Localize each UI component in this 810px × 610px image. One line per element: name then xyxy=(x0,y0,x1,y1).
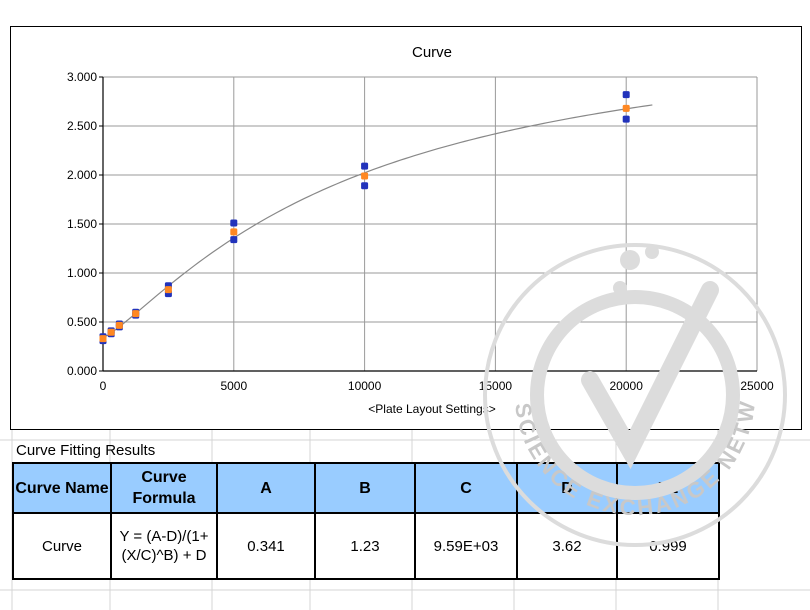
tick-labels: 0 5000 10000 15000 20000 25000 0.000 0.500 1.000… xyxy=(67,70,774,393)
chart-frame: Curve 0 5000 10000 15000 20000 25000 0.000 0.50… xyxy=(10,26,802,430)
cell-c: 9.59E+03 xyxy=(414,512,518,580)
x-tick-label: 20000 xyxy=(610,379,644,393)
y-tick-label: 1.000 xyxy=(67,266,97,280)
header-b: B xyxy=(314,462,416,514)
mean-point xyxy=(622,104,630,112)
curve-chart: Curve 0 5000 10000 15000 20000 25000 0.000 0.50… xyxy=(67,44,774,416)
cell-r2: 0.999 xyxy=(616,512,720,580)
replicate-point xyxy=(361,182,369,190)
curve-fitting-results-label: Curve Fitting Results xyxy=(16,442,156,459)
mean-point xyxy=(361,172,369,180)
grid-lines xyxy=(102,76,758,372)
fit-curve-line xyxy=(102,104,653,339)
header-curve-name: Curve Name xyxy=(12,462,112,514)
curve-fitting-results-table: Curve Name Curve Formula A B C D R2 Curv… xyxy=(12,462,720,580)
y-tick-label: 0.000 xyxy=(67,364,97,378)
cell-a: 0.341 xyxy=(216,512,316,580)
chart-title: Curve xyxy=(412,44,452,61)
header-r2: R2 xyxy=(616,462,720,514)
replicate-point xyxy=(230,236,238,244)
mean-point xyxy=(132,310,140,318)
mean-point xyxy=(230,228,238,236)
y-tick-label: 2.000 xyxy=(67,168,97,182)
x-tick-label: 5000 xyxy=(220,379,247,393)
replicate-point xyxy=(622,91,630,99)
cell-b: 1.23 xyxy=(314,512,416,580)
replicate-point xyxy=(230,219,238,227)
x-tick-label: 15000 xyxy=(479,379,513,393)
mean-point xyxy=(164,286,172,294)
header-c: C xyxy=(414,462,518,514)
mean-point xyxy=(99,335,107,343)
x-tick-label: 0 xyxy=(100,379,107,393)
results-data-row: Curve Y = (A-D)/(1+(X/C)^B) + D 0.341 1.… xyxy=(12,512,720,580)
cell-d: 3.62 xyxy=(516,512,618,580)
data-points xyxy=(99,91,630,345)
cell-curve-formula: Y = (A-D)/(1+(X/C)^B) + D xyxy=(110,512,218,580)
x-tick-label: 10000 xyxy=(348,379,382,393)
header-a: A xyxy=(216,462,316,514)
replicate-point xyxy=(361,162,369,170)
results-header-row: Curve Name Curve Formula A B C D R2 xyxy=(12,462,720,514)
mean-point xyxy=(115,321,123,329)
x-tick-label: 25000 xyxy=(740,379,774,393)
header-d: D xyxy=(516,462,618,514)
y-tick-label: 2.500 xyxy=(67,119,97,133)
header-curve-formula: Curve Formula xyxy=(110,462,218,514)
cell-curve-name: Curve xyxy=(12,512,112,580)
x-axis-label: <Plate Layout Settings> xyxy=(368,402,495,416)
mean-point xyxy=(107,328,115,336)
y-tick-label: 3.000 xyxy=(67,70,97,84)
y-tick-label: 1.500 xyxy=(67,217,97,231)
replicate-point xyxy=(622,115,630,123)
y-tick-label: 0.500 xyxy=(67,315,97,329)
